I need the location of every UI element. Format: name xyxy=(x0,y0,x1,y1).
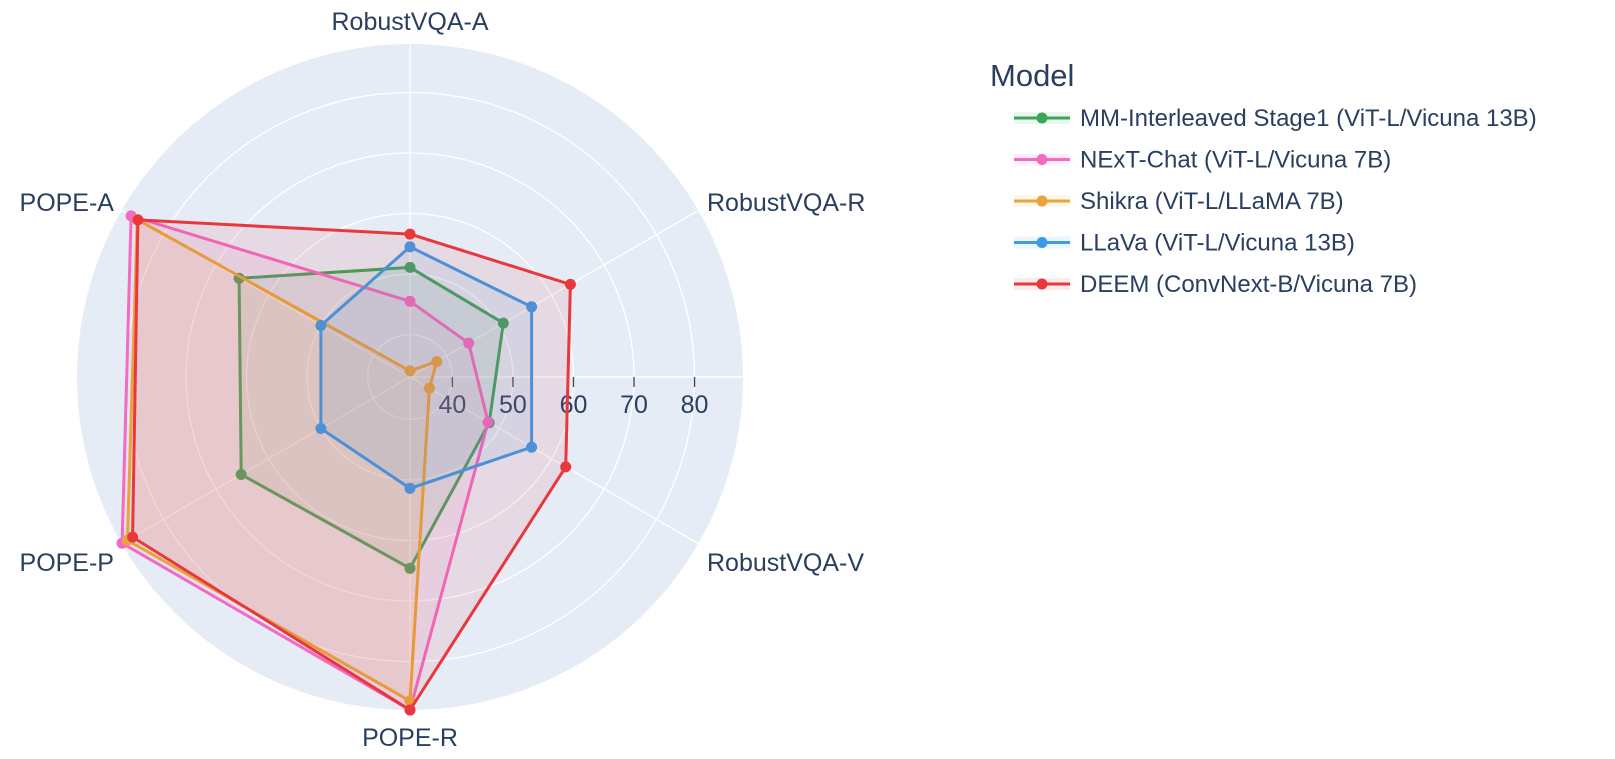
radial-tick-label: 80 xyxy=(681,391,709,419)
legend-label: LLaVa (ViT-L/Vicuna 13B) xyxy=(1080,230,1355,257)
axis-label-robustvqa-v: RobustVQA-V xyxy=(707,549,864,577)
legend-item-next-chat-vit-l-vicuna-7b[interactable]: NExT-Chat (ViT-L/Vicuna 7B) xyxy=(1014,147,1391,174)
data-point-robustvqa-a[interactable] xyxy=(404,261,416,273)
axis-label-robustvqa-r: RobustVQA-R xyxy=(707,189,865,217)
series-mm-interleaved-stage1-vit-l-vicuna-13b[interactable] xyxy=(233,261,509,574)
data-point-pope-r[interactable] xyxy=(404,562,416,574)
data-point-pope-p[interactable] xyxy=(127,531,139,543)
axis-label-pope-p: POPE-P xyxy=(20,549,114,577)
data-point-pope-p[interactable] xyxy=(235,469,247,480)
data-point-robustvqa-r[interactable] xyxy=(431,356,443,368)
data-point-pope-r[interactable] xyxy=(404,704,416,716)
series-deem-convnext-b-vicuna-7b[interactable] xyxy=(127,214,576,716)
legend-label: DEEM (ConvNext-B/Vicuna 7B) xyxy=(1080,271,1417,298)
radial-tick-label: 40 xyxy=(438,391,466,419)
legend-swatch-marker xyxy=(1036,237,1048,248)
radial-tick-label: 70 xyxy=(620,391,648,419)
angular-grid-line xyxy=(121,376,411,545)
data-point-pope-a[interactable] xyxy=(132,214,144,226)
data-point-pope-r[interactable] xyxy=(404,482,416,494)
legend-item-llava-vit-l-vicuna-13b[interactable]: LLaVa (ViT-L/Vicuna 13B) xyxy=(1014,230,1355,257)
data-point-robustvqa-a[interactable] xyxy=(404,365,416,377)
legend-title: Model xyxy=(990,58,1074,93)
data-point-pope-a[interactable] xyxy=(315,320,327,331)
angular-grid-line xyxy=(409,209,699,378)
axis-label-robustvqa-a: RobustVQA-A xyxy=(331,8,488,36)
axis-label-pope-r: POPE-R xyxy=(362,724,458,752)
data-point-robustvqa-v[interactable] xyxy=(482,416,494,428)
legend-swatch-marker xyxy=(1036,278,1048,290)
legend-swatch-marker xyxy=(1036,195,1048,207)
series-llava-vit-l-vicuna-13b[interactable] xyxy=(315,241,538,494)
data-point-robustvqa-a[interactable] xyxy=(404,295,416,307)
axis-label-pope-a: POPE-A xyxy=(20,189,115,217)
legend-swatch-marker xyxy=(1036,154,1048,165)
radial-tick-label: 50 xyxy=(499,391,527,419)
data-point-robustvqa-v[interactable] xyxy=(526,441,538,453)
data-point-robustvqa-a[interactable] xyxy=(404,241,416,253)
legend-label: NExT-Chat (ViT-L/Vicuna 7B) xyxy=(1080,147,1391,174)
data-point-robustvqa-v[interactable] xyxy=(423,382,435,394)
legend[interactable]: Model MM-Interleaved Stage1 (ViT-L/Vicun… xyxy=(990,58,1537,298)
data-point-robustvqa-r[interactable] xyxy=(463,337,475,349)
legend-swatch-marker xyxy=(1036,112,1048,124)
data-point-robustvqa-v[interactable] xyxy=(560,461,572,473)
legend-label: MM-Interleaved Stage1 (ViT-L/Vicuna 13B) xyxy=(1080,105,1537,132)
data-point-robustvqa-r[interactable] xyxy=(526,301,538,313)
legend-item-deem-convnext-b-vicuna-7b[interactable]: DEEM (ConvNext-B/Vicuna 7B) xyxy=(1014,271,1417,298)
legend-label: Shikra (ViT-L/LLaMA 7B) xyxy=(1080,188,1344,215)
data-point-robustvqa-a[interactable] xyxy=(404,228,416,240)
data-point-robustvqa-r[interactable] xyxy=(497,317,509,329)
data-point-pope-p[interactable] xyxy=(315,423,327,434)
data-point-robustvqa-r[interactable] xyxy=(564,278,576,290)
angular-grid-line xyxy=(409,376,699,545)
polar-plot-area: 40 50 60 70 80 RobustVQA-A RobustVQA-R RobustVQ… xyxy=(20,8,866,752)
legend-item-mm-interleaved-stage1-vit-l-vicuna-13b[interactable]: MM-Interleaved Stage1 (ViT-L/Vicuna 13B) xyxy=(1014,105,1537,132)
legend-item-shikra-vit-l-llama-7b[interactable]: Shikra (ViT-L/LLaMA 7B) xyxy=(1014,188,1344,215)
radial-tick-label: 60 xyxy=(560,391,588,419)
